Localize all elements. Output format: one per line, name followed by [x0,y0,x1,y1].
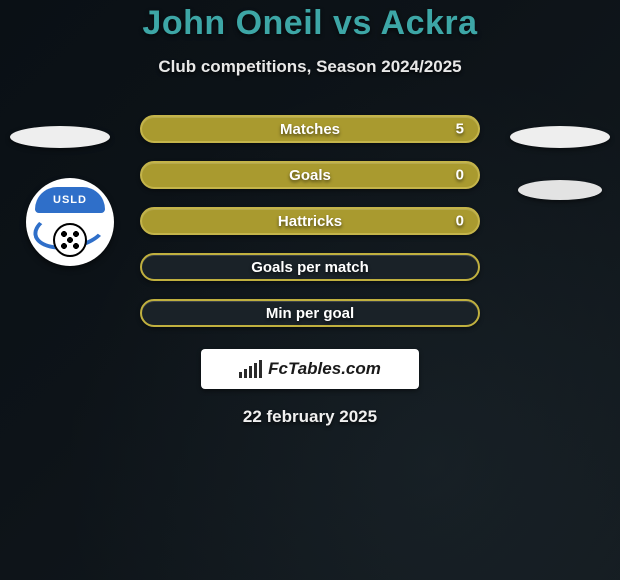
stat-label: Goals [289,167,331,184]
stat-value: 0 [456,213,464,230]
date-text: 22 february 2025 [243,407,377,427]
stat-label: Goals per match [251,259,369,276]
stat-value: 5 [456,121,464,138]
bar-chart-icon [239,360,262,378]
stat-label: Matches [280,121,340,138]
page-title: John Oneil vs Ackra [142,4,477,43]
page-subtitle: Club competitions, Season 2024/2025 [158,57,461,77]
stat-label: Min per goal [266,305,354,322]
stat-row-min-per-goal: Min per goal [140,299,480,327]
fctables-logo-text: FcTables.com [268,359,381,379]
content-column: John Oneil vs Ackra Club competitions, S… [0,0,620,427]
stat-value: 0 [456,167,464,184]
stat-row-goals: Goals 0 [140,161,480,189]
stats-list: Matches 5 Goals 0 Hattricks 0 Goals per … [0,115,620,327]
stat-label: Hattricks [278,213,342,230]
fctables-logo: FcTables.com [201,349,419,389]
stat-row-matches: Matches 5 [140,115,480,143]
stat-row-goals-per-match: Goals per match [140,253,480,281]
stat-row-hattricks: Hattricks 0 [140,207,480,235]
